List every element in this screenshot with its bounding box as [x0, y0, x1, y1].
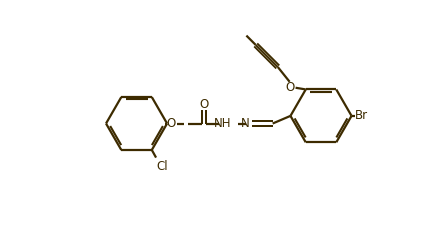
Text: N: N [241, 117, 250, 130]
Text: O: O [285, 81, 294, 94]
Text: Cl: Cl [157, 160, 168, 173]
Text: NH: NH [214, 117, 231, 130]
Text: Br: Br [355, 109, 369, 122]
Text: O: O [200, 98, 209, 111]
Text: O: O [167, 117, 176, 130]
